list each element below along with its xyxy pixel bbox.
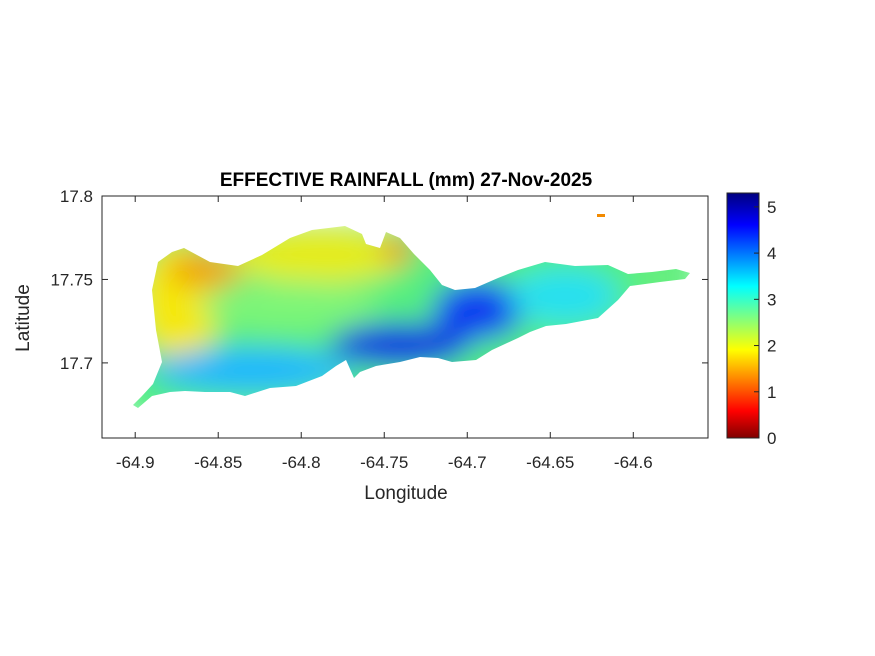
map-title: EFFECTIVE RAINFALL (mm) 27-Nov-2025 <box>220 170 593 191</box>
colorbar-tick-label: 0 <box>767 429 776 448</box>
x-tick-label: -64.7 <box>448 453 487 472</box>
rainfall-zone-central-east <box>433 280 523 340</box>
rainfall-islet <box>597 214 605 217</box>
y-axis-label: Latitude <box>13 284 34 352</box>
x-tick-label: -64.75 <box>360 453 408 472</box>
colorbar-tick-label: 2 <box>767 337 776 356</box>
x-tick-label: -64.85 <box>194 453 242 472</box>
x-tick-label: -64.6 <box>614 453 653 472</box>
y-axis: 17.8 17.75 17.7 <box>50 187 708 373</box>
colorbar-tick-label: 5 <box>767 198 776 217</box>
y-tick-label: 17.8 <box>60 187 93 206</box>
rainfall-zone-center <box>200 280 380 330</box>
rainfall-zone-east <box>510 268 620 324</box>
x-tick-label: -64.8 <box>282 453 321 472</box>
x-tick-label: -64.65 <box>526 453 574 472</box>
rainfall-zone-south-central <box>330 323 470 367</box>
colorbar-gradient <box>726 192 760 439</box>
rainfall-zone-southwest <box>150 348 350 392</box>
y-tick-label: 17.75 <box>50 270 93 289</box>
colorbar: 0 1 2 3 4 5 <box>726 192 776 448</box>
colorbar-tick-label: 4 <box>767 244 776 263</box>
x-axis: -64.9 -64.85 -64.8 -64.75 -64.7 -64.65 -64.6 <box>116 196 653 472</box>
x-axis-label: Longitude <box>364 483 447 504</box>
colorbar-tick-label: 3 <box>767 290 776 309</box>
colorbar-tick-label: 1 <box>767 383 776 402</box>
y-tick-label: 17.7 <box>60 354 93 373</box>
x-tick-label: -64.9 <box>116 453 155 472</box>
